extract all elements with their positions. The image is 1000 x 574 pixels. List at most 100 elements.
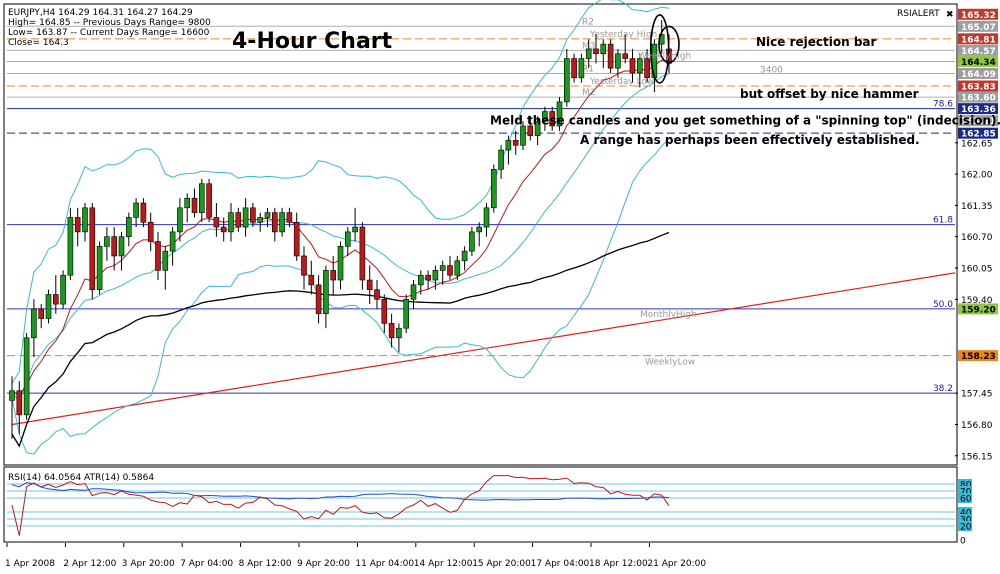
annotation-hammer: but offset by nice hammer: [740, 87, 919, 101]
rsi-axis-label: 70: [960, 488, 972, 498]
bearish-candle: [147, 221, 154, 242]
bollinger-middle-line: [11, 73, 670, 404]
bearish-candle: [593, 48, 599, 55]
weekly-low-label: WeeklyLow: [645, 358, 695, 368]
time-axis-label: 14 Apr 12:00: [414, 559, 473, 569]
bearish-candle: [366, 279, 373, 290]
bearish-candle: [89, 207, 96, 290]
bullish-candle: [476, 226, 483, 233]
time-axis-label: 7 Apr 04:00: [180, 559, 233, 569]
price-axis-label: 164.34: [961, 58, 996, 68]
bullish-candle: [337, 246, 344, 281]
bullish-candle: [242, 207, 249, 228]
price-tag: [958, 303, 998, 315]
price-axis-label: 156.15: [961, 452, 993, 462]
bullish-candle: [126, 217, 132, 238]
bollinger-lower-line: [11, 138, 670, 455]
price-tag: [958, 350, 998, 362]
price-axis-label: 160.70: [961, 233, 993, 243]
time-axis-label: 8 Apr 12:00: [239, 559, 292, 569]
time-axis-label: 1 Apr 2008: [5, 559, 55, 569]
price-tag: [958, 55, 998, 67]
rsi-axis-tag: [958, 507, 972, 517]
rejection-bar-circle: [658, 25, 680, 64]
bearish-candle: [308, 274, 315, 286]
rsi-axis-label: 0: [960, 537, 966, 547]
bearish-candle: [571, 58, 577, 79]
price-axis-label: 163.83: [961, 83, 996, 93]
price-axis-label: 160.05: [961, 265, 993, 275]
chart-title: 4-Hour Chart: [232, 29, 393, 54]
bearish-candle: [629, 58, 636, 74]
time-axis-label: 15 Apr 20:00: [472, 559, 531, 569]
fib-level-label: 50.0: [933, 300, 953, 310]
bearish-candle: [155, 241, 161, 271]
main-panel-frame: [3, 3, 958, 466]
price-axis-label: 164.81: [961, 35, 996, 45]
time-axis-label: 2 Apr 12:00: [63, 559, 116, 569]
bullish-candle: [520, 125, 526, 146]
price-axis-label: 162.00: [961, 171, 993, 181]
time-axis-label: 17 Apr 04:00: [531, 559, 590, 569]
price-axis-label: 163.60: [961, 94, 996, 104]
bullish-candle: [31, 308, 37, 339]
pivot-level-label: R1: [582, 64, 594, 74]
bearish-candle: [374, 289, 380, 300]
bullish-candle: [439, 265, 446, 271]
rsi-axis-label: 80: [960, 481, 972, 491]
bullish-candle: [67, 217, 74, 276]
bullish-candle: [162, 250, 169, 271]
price-axis-label: 159.40: [961, 296, 993, 306]
rsi-axis-tag: [958, 479, 972, 489]
bullish-candle: [396, 327, 402, 339]
bearish-candle: [235, 212, 242, 228]
bullish-candle: [323, 270, 329, 315]
bearish-candle: [359, 226, 366, 281]
time-axis-label: 9 Apr 20:00: [297, 559, 350, 569]
bearish-candle: [644, 58, 650, 79]
bullish-candle: [199, 183, 205, 213]
bullish-candle: [352, 226, 358, 233]
rsi-axis-tag: [958, 493, 972, 503]
pivot-level-label: R2: [582, 17, 594, 27]
close-icon: ✖: [946, 10, 954, 20]
bearish-candle: [220, 226, 227, 233]
fib-level-label: 78.6: [933, 100, 953, 110]
price-tag: [958, 115, 998, 127]
price-axis-label: 165.32: [961, 11, 996, 21]
price-tag: [958, 80, 998, 92]
bullish-candle: [82, 207, 88, 233]
rsi-axis-label: 30: [960, 516, 972, 526]
bullish-candle: [23, 337, 30, 416]
price-axis-label: 165.07: [961, 23, 996, 33]
bearish-candle: [301, 255, 307, 276]
price-axis-label: 163.11: [961, 117, 996, 127]
bearish-candle: [388, 323, 395, 339]
bullish-candle: [498, 149, 504, 170]
bullish-candle: [257, 217, 264, 223]
price-tag: [958, 33, 998, 45]
bearish-candle: [381, 298, 388, 324]
price-axis-label: 162.85: [961, 130, 996, 140]
bullish-candle: [585, 48, 592, 59]
bullish-candle: [228, 212, 234, 233]
range-info-line: High= 164.85 -- Previous Days Range= 980…: [8, 18, 211, 28]
bullish-candle: [184, 197, 190, 209]
price-tag: [958, 103, 998, 115]
bullish-candle: [556, 101, 563, 127]
bearish-candle: [16, 390, 23, 416]
bearish-candle: [315, 284, 322, 315]
bearish-candle: [330, 270, 337, 281]
bullish-candle: [403, 298, 410, 329]
bullish-candle: [483, 207, 490, 228]
bullish-candle: [505, 140, 512, 151]
price-tag: [958, 127, 998, 139]
bearish-candle: [447, 265, 453, 276]
bullish-candle: [344, 231, 351, 247]
rsi-header-label: RSI(14) 64.0564 ATR(14) 0.5864: [8, 473, 154, 483]
price-axis-label: 164.57: [961, 47, 996, 57]
time-axis-label: 18 Apr 12:00: [589, 559, 648, 569]
